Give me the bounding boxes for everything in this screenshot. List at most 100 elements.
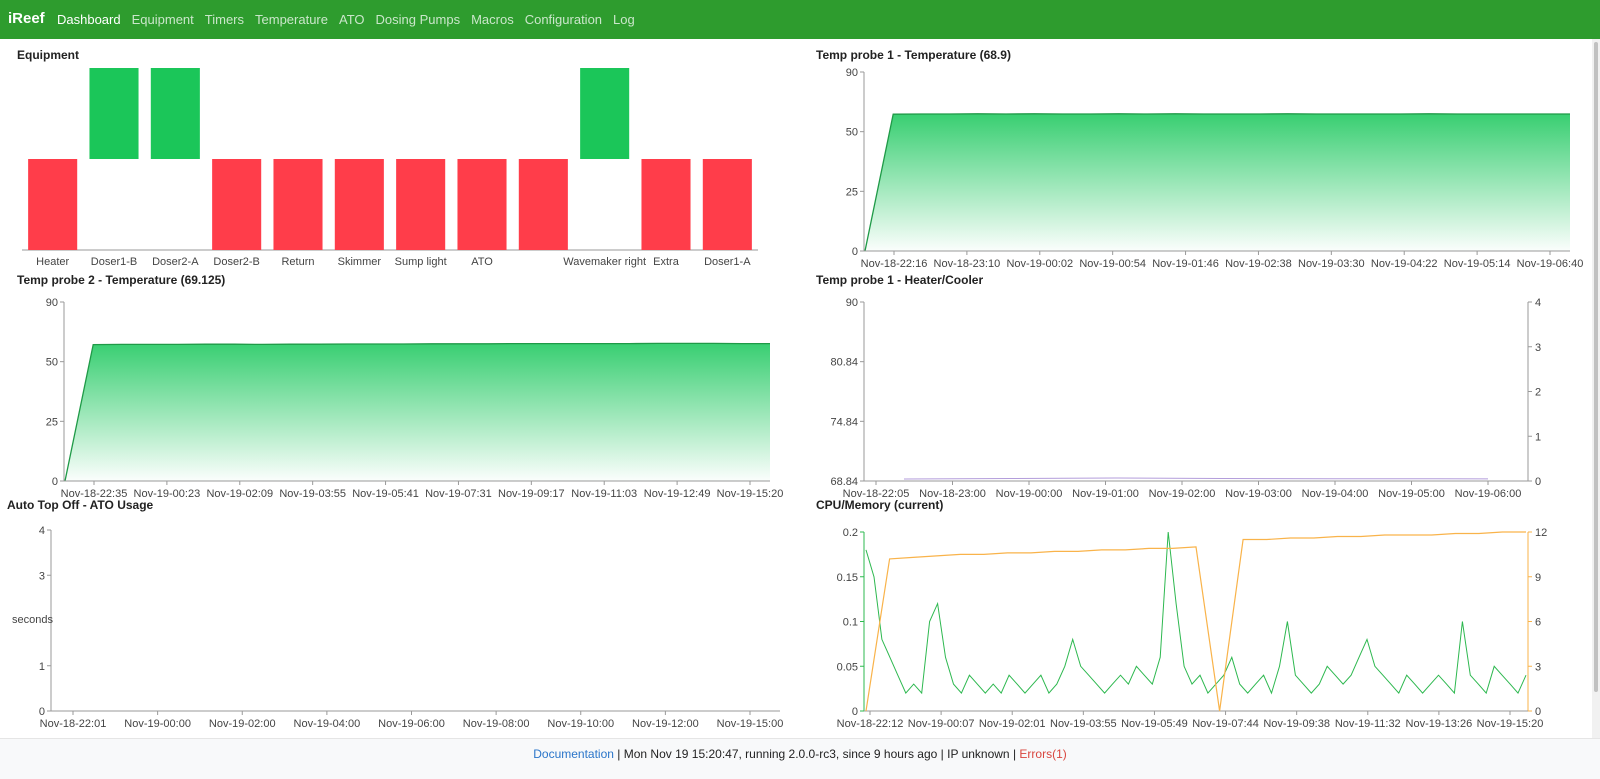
temp-probe-1-x-tick-label: Nov-19-03:30 [1298, 258, 1365, 270]
ato-x-tick-label: Nov-19-06:00 [378, 718, 445, 730]
temp-probe-2-x-tick-label: Nov-19-12:49 [644, 488, 711, 500]
footer-since: since 9 hours ago [842, 747, 938, 761]
nav-log[interactable]: Log [613, 12, 635, 27]
ato-usage-title: Auto Top Off - ATO Usage [7, 498, 154, 512]
temp-probe-1-x-tick-label: Nov-18-22:16 [861, 258, 928, 270]
footer: Documentation | Mon Nov 19 15:20:47, run… [0, 738, 1600, 779]
temp-probe-1-x-tick-label: Nov-19-04:22 [1371, 258, 1438, 270]
equipment-x-tick-label: Sump light [395, 256, 447, 268]
cpu-memory-x-tick-label: Nov-19-05:49 [1121, 718, 1188, 730]
temp-probe-2-x-tick-label: Nov-19-00:23 [134, 488, 201, 500]
temp-probe-1-y-tick-label: 90 [846, 67, 858, 79]
equipment-bar [334, 159, 384, 250]
memory-y2-tick-label: 0 [1535, 706, 1541, 718]
equipment-x-tick-label: Doser2-A [152, 256, 199, 268]
ato-y-tick-label: 3 [39, 570, 45, 582]
equipment-x-tick-label: Skimmer [338, 256, 382, 268]
temp-probe-2-x-tick-label: Nov-19-05:41 [352, 488, 419, 500]
memory-series-line [865, 531, 1526, 712]
ato-usage-chart: 4 3 1 0 seconds Nov-18-22:01 Nov-19-00:00 Nov-1… [12, 525, 783, 730]
equipment-x-tick-label: Doser1-A [704, 256, 751, 268]
temp-probe-1-line [864, 113, 1570, 252]
footer-running: running 2.0.0-rc3, [745, 747, 840, 761]
memory-y2-tick-label: 3 [1535, 661, 1541, 673]
temp-probe-2-title: Temp probe 2 - Temperature (69.125) [17, 273, 226, 287]
equipment-title: Equipment [17, 48, 79, 62]
ato-y-tick-label: 4 [39, 525, 45, 537]
equipment-x-tick-label: Doser1-B [91, 256, 137, 268]
equipment-bar [518, 159, 568, 250]
cpu-y-tick-label: 0.2 [843, 527, 858, 539]
heater-cooler-y2-tick-label: 3 [1535, 342, 1541, 354]
temp-probe-1-x-tick-label: Nov-19-06:40 [1517, 258, 1584, 270]
equipment-bar [273, 159, 323, 250]
errors-link[interactable]: Errors(1) [1019, 747, 1067, 761]
ato-x-tick-label: Nov-19-15:00 [717, 718, 784, 730]
nav-temperature[interactable]: Temperature [255, 12, 328, 27]
heater-cooler-x-tick-label: Nov-18-22:05 [843, 488, 910, 500]
top-navbar: iReef Dashboard Equipment Timers Tempera… [0, 0, 1600, 39]
cpu-y-tick-label: 0.15 [837, 572, 858, 584]
nav-ato[interactable]: ATO [339, 12, 365, 27]
cpu-memory-x-tick-label: Nov-19-02:01 [979, 718, 1046, 730]
cpu-memory-x-tick-label: Nov-19-13:26 [1406, 718, 1473, 730]
equipment-x-tick-label: Return [281, 256, 314, 268]
temp-probe-1-x-tick-label: Nov-19-00:54 [1079, 258, 1146, 270]
temp-probe-2-x-tick-label: Nov-19-09:17 [498, 488, 565, 500]
heater-cooler-title: Temp probe 1 - Heater/Cooler [816, 273, 984, 287]
heater-cooler-x-tick-label: Nov-19-01:00 [1072, 488, 1139, 500]
nav-dosing-pumps[interactable]: Dosing Pumps [375, 12, 461, 27]
temp-probe-2-x-tick-label: Nov-19-15:20 [717, 488, 784, 500]
temp-probe-2-x-tick-label: Nov-19-11:03 [571, 488, 637, 500]
temp-probe-1-area [864, 113, 1570, 251]
equipment-bar [457, 159, 507, 250]
cpu-series-line [865, 531, 1527, 695]
equipment-bar [641, 159, 691, 250]
footer-date: Mon Nov 19 15:20:47, [623, 747, 742, 761]
heater-cooler-x-tick-label: Nov-18-23:00 [919, 488, 986, 500]
scrollbar-thumb[interactable] [1594, 42, 1598, 692]
memory-y2-tick-label: 6 [1535, 617, 1541, 629]
equipment-x-tick-label: ATO [471, 256, 493, 268]
heater-cooler-x-tick-label: Nov-19-00:00 [996, 488, 1063, 500]
ato-x-tick-label: Nov-19-12:00 [632, 718, 699, 730]
nav-timers[interactable]: Timers [204, 12, 245, 27]
ato-x-tick-label: Nov-19-10:00 [547, 718, 614, 730]
equipment-bar [702, 159, 752, 250]
heater-cooler-y-tick-label: 80.84 [830, 357, 858, 369]
nav-dashboard[interactable]: Dashboard [57, 12, 121, 27]
brand-logo[interactable]: iReef [8, 10, 45, 27]
heater-cooler-y-tick-label: 90 [846, 297, 858, 309]
dashboard-charts: Heater Doser1-B Doser2-A Doser2-B Return Skim… [12, 67, 1584, 730]
nav-equipment[interactable]: Equipment [131, 12, 194, 27]
temp-probe-1-x-tick-label: Nov-19-00:02 [1006, 258, 1073, 270]
heater-cooler-x-tick-label: Nov-19-04:00 [1302, 488, 1369, 500]
temp-probe-2-x-tick-label: Nov-19-03:55 [279, 488, 346, 500]
temp-probe-1-x-tick-label: Nov-18-23:10 [934, 258, 1001, 270]
equipment-bar [89, 68, 139, 159]
temp-probe-1-x-tick-label: Nov-19-01:46 [1152, 258, 1219, 270]
equipment-x-tick-label: Heater [36, 256, 69, 268]
temp-probe-2-x-tick-label: Nov-19-07:31 [425, 488, 492, 500]
equipment-chart: Heater Doser1-B Doser2-A Doser2-B Return Skim… [22, 68, 758, 268]
cpu-memory-x-tick-label: Nov-19-15:20 [1477, 718, 1544, 730]
nav-configuration[interactable]: Configuration [524, 12, 603, 27]
heater-cooler-line [903, 477, 1489, 480]
temp-probe-1-x-tick-label: Nov-19-02:38 [1225, 258, 1292, 270]
equipment-bar [28, 159, 78, 250]
equipment-bar [150, 68, 200, 159]
nav-macros[interactable]: Macros [471, 12, 514, 27]
heater-cooler-y2-tick-label: 0 [1535, 476, 1541, 488]
temp-probe-2-x-tick-label: Nov-19-02:09 [206, 488, 273, 500]
documentation-link[interactable]: Documentation [533, 747, 614, 761]
cpu-memory-x-tick-label: Nov-18-22:12 [837, 718, 904, 730]
ato-y-axis-label: seconds [12, 614, 53, 626]
footer-ip: IP unknown [947, 747, 1010, 761]
temp-probe-1-y-tick-label: 50 [846, 127, 858, 139]
ato-x-tick-label: Nov-19-00:00 [124, 718, 191, 730]
equipment-x-tick-label: Extra [653, 256, 680, 268]
equipment-bar [580, 68, 630, 159]
equipment-x-tick-label: Wavemaker right [563, 256, 646, 268]
